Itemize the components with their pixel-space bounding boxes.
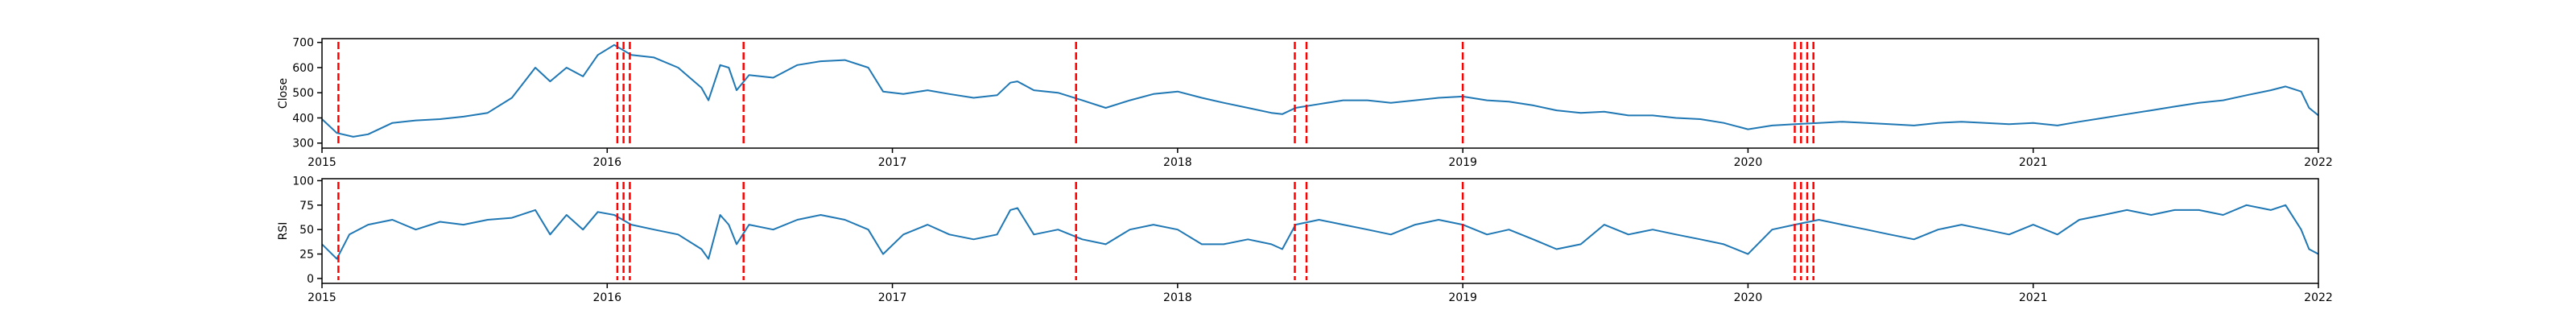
close-x-tick-label: 2022 — [2304, 156, 2333, 169]
rsi-axes-frame — [321, 178, 2319, 284]
close-x-tick-label: 2020 — [1734, 156, 1763, 169]
close-x-tick-label: 2021 — [2019, 156, 2048, 169]
close-x-tick-label: 2016 — [592, 156, 621, 169]
rsi-y-tick-label: 100 — [292, 175, 314, 188]
rsi-series-line — [322, 204, 2318, 260]
close-y-tick-label: 700 — [292, 37, 314, 50]
close-y-tick-label: 400 — [292, 112, 314, 125]
rsi-y-tick-label: 25 — [299, 249, 314, 262]
close-x-tick-label: 2017 — [878, 156, 907, 169]
rsi-x-tick-label: 2019 — [1448, 291, 1477, 304]
rsi-x-tick-label: 2020 — [1734, 291, 1763, 304]
rsi-y-tick-label: 0 — [307, 273, 314, 286]
rsi-x-tick-label: 2016 — [592, 291, 621, 304]
close-axes-frame — [321, 38, 2319, 149]
close-y-axis-label: Close — [277, 78, 290, 109]
rsi-x-tick-label: 2015 — [308, 291, 336, 304]
rsi-x-tick-label: 2017 — [878, 291, 907, 304]
close-x-tick-label: 2018 — [1163, 156, 1192, 169]
close-y-tick-label: 500 — [292, 87, 314, 100]
rsi-x-tick-label: 2021 — [2019, 291, 2048, 304]
close-series-line — [322, 43, 2318, 138]
close-y-tick-label: 600 — [292, 62, 314, 75]
rsi-y-tick-label: 50 — [299, 224, 314, 237]
rsi-panel: 2015 2016 2017 2018 2019 2020 2021 2022 0 25 50 75 1… — [277, 175, 2333, 304]
close-price-panel: 2015 2016 2017 2018 2019 2020 2021 2022 300 400 50… — [277, 37, 2333, 169]
rsi-x-tick-label: 2018 — [1163, 291, 1192, 304]
close-y-tick-label: 300 — [292, 138, 314, 151]
rsi-y-tick-label: 75 — [299, 200, 314, 213]
close-x-tick-label: 2019 — [1448, 156, 1477, 169]
close-x-tick-label: 2015 — [308, 156, 336, 169]
rsi-x-tick-label: 2022 — [2304, 291, 2333, 304]
rsi-y-axis-label: RSI — [277, 222, 290, 241]
